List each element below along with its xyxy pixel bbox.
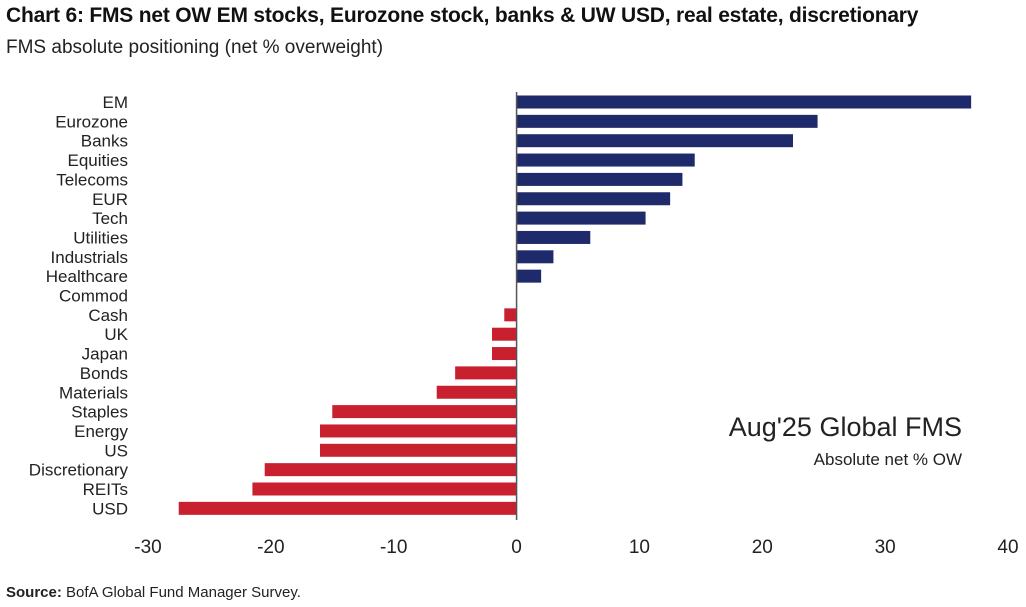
x-tick-label: 10 [629,537,650,558]
category-label-bonds: Bonds [80,364,128,383]
category-label-materials: Materials [59,383,128,402]
category-label-industrials: Industrials [51,248,128,267]
category-labels: EMEurozoneBanksEquitiesTelecomsEURTechUt… [29,93,129,518]
chart-title: Chart 6: FMS net OW EM stocks, Eurozone … [6,4,919,27]
category-label-telecoms: Telecoms [56,170,128,189]
x-tick-label: -30 [134,537,161,558]
bar-banks [516,134,793,148]
category-label-energy: Energy [74,422,128,441]
x-axis-ticks: -30 -20 -10 0 10 20 30 40 [134,537,1018,558]
x-tick-label: 30 [875,537,896,558]
bar-us [320,443,517,457]
bar-healthcare [516,269,542,283]
category-label-utilities: Utilities [73,228,128,247]
bar-energy [320,424,517,438]
category-label-em: EM [103,93,129,112]
bar-eur [516,192,671,206]
category-label-reits: REITs [83,480,128,499]
category-label-tech: Tech [92,209,128,228]
bar-equities [516,153,695,167]
x-tick-label: 40 [997,537,1018,558]
annotation-main: Aug'25 Global FMS [729,412,962,442]
annotation-sub: Absolute net % OW [814,450,962,469]
category-label-usd: USD [92,499,128,518]
bar-discretionary [264,463,517,477]
category-label-eur: EUR [92,190,128,209]
bar-japan [492,347,517,361]
bar-bonds [455,366,517,380]
x-tick-label: 0 [511,537,522,558]
bar-staples [332,405,517,419]
x-tick-label: 20 [752,537,773,558]
category-label-commod: Commod [59,287,128,306]
bar-eurozone [516,114,818,128]
bar-cash [504,308,517,322]
category-label-eurozone: Eurozone [55,112,128,131]
source-text: BofA Global Fund Manager Survey. [66,584,301,601]
bar-uk [492,327,517,341]
category-label-cash: Cash [88,306,128,325]
category-label-discretionary: Discretionary [29,461,129,480]
category-label-equities: Equities [68,151,128,170]
bar-materials [436,385,517,399]
category-label-banks: Banks [81,132,128,151]
x-tick-label: -20 [257,537,284,558]
category-label-healthcare: Healthcare [46,267,128,286]
category-label-japan: Japan [82,345,128,364]
bar-utilities [516,230,591,244]
bar-usd [178,501,517,515]
source-note: Source: BofA Global Fund Manager Survey. [6,584,301,601]
bar-em [516,95,972,109]
source-label: Source: [6,584,62,601]
category-label-us: US [104,441,128,460]
bar-reits [252,482,517,496]
chart-subtitle: FMS absolute positioning (net % overweig… [6,37,384,58]
bars-group [178,95,972,515]
category-label-uk: UK [104,325,128,344]
bar-industrials [516,250,554,264]
x-tick-label: -10 [380,537,407,558]
category-label-staples: Staples [71,403,128,422]
bar-tech [516,211,646,225]
bar-telecoms [516,172,683,186]
